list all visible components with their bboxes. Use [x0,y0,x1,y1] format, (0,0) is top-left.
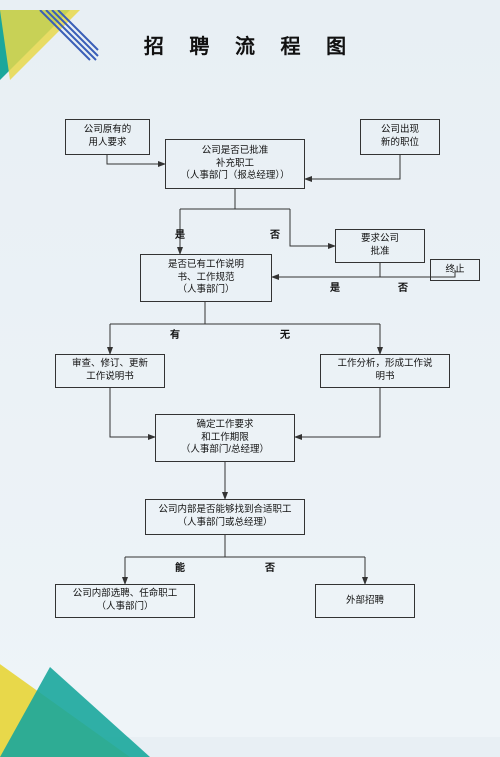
flow-node-text: 新的职位 [381,137,419,150]
flow-edge-label: 否 [270,226,280,241]
flow-node-text: （人事部门（报总经理）） [180,170,289,183]
flow-edge-label: 否 [398,279,408,294]
flow-node-n7: 审查、修订、更新工作说明书 [55,354,165,388]
flow-edge-label: 有 [170,326,180,341]
flow-node-n5: 终止 [430,259,480,281]
flow-node-text: 审查、修订、更新 [72,358,148,371]
flow-node-n11: 公司内部选聘、任命职工（人事部门） [55,584,195,618]
flow-node-n4: 要求公司批准 [335,229,425,263]
flow-edge [295,388,380,437]
flow-node-text: 工作分析，形成工作说 [337,358,432,371]
flow-edge [110,388,155,437]
flow-node-text: （人事部门） [96,601,153,614]
flow-edge-label: 无 [280,326,290,341]
flow-node-text: （人事部门） [177,284,234,297]
flow-node-text: 书、工作规范 [177,272,234,285]
page-title: 招 聘 流 程 图 [0,30,500,59]
flow-node-n1: 公司原有的用人要求 [65,119,150,155]
flow-node-n9: 确定工作要求和工作期限（人事部门/总经理） [155,414,295,462]
flow-node-text: 确定工作要求 [196,419,253,432]
flow-edge [305,155,400,179]
flow-node-text: 公司出现 [381,124,419,137]
flow-node-text: 终止 [445,264,464,277]
flow-node-text: 要求公司 [361,233,399,246]
flow-edge-label: 是 [330,279,340,294]
flow-edge [290,209,335,246]
flow-node-text: 公司内部是否能够找到合适职工 [158,504,291,517]
flow-node-text: 工作说明书 [86,371,134,384]
flow-node-text: （人事部门/总经理） [181,444,269,457]
flow-node-text: 和工作期限 [201,432,249,445]
flowchart-canvas: 公司原有的用人要求公司出现新的职位公司是否已批准补充职工（人事部门（报总经理））… [0,79,500,699]
flow-node-text: 补充职工 [216,158,254,171]
flow-node-text: 公司内部选聘、任命职工 [73,588,178,601]
flow-node-text: 明书 [375,371,394,384]
flow-node-n10: 公司内部是否能够找到合适职工（人事部门或总经理） [145,499,305,535]
flow-edge-label: 是 [175,226,185,241]
flow-node-n6: 是否已有工作说明书、工作规范（人事部门） [140,254,272,302]
flow-node-text: 用人要求 [88,137,126,150]
flow-node-text: 是否已有工作说明 [168,259,244,272]
flow-edge-label: 否 [265,559,275,574]
flow-node-n3: 公司是否已批准补充职工（人事部门（报总经理）） [165,139,305,189]
flow-node-text: （人事部门或总经理） [177,517,272,530]
flow-node-n2: 公司出现新的职位 [360,119,440,155]
flow-node-text: 公司是否已批准 [202,145,269,158]
flow-node-n8: 工作分析，形成工作说明书 [320,354,450,388]
flow-node-text: 批准 [370,246,389,259]
flow-edge [107,155,165,164]
flow-node-text: 外部招聘 [346,595,384,608]
flow-node-text: 公司原有的 [84,124,132,137]
flow-edge-label: 能 [175,559,185,574]
flow-node-n12: 外部招聘 [315,584,415,618]
